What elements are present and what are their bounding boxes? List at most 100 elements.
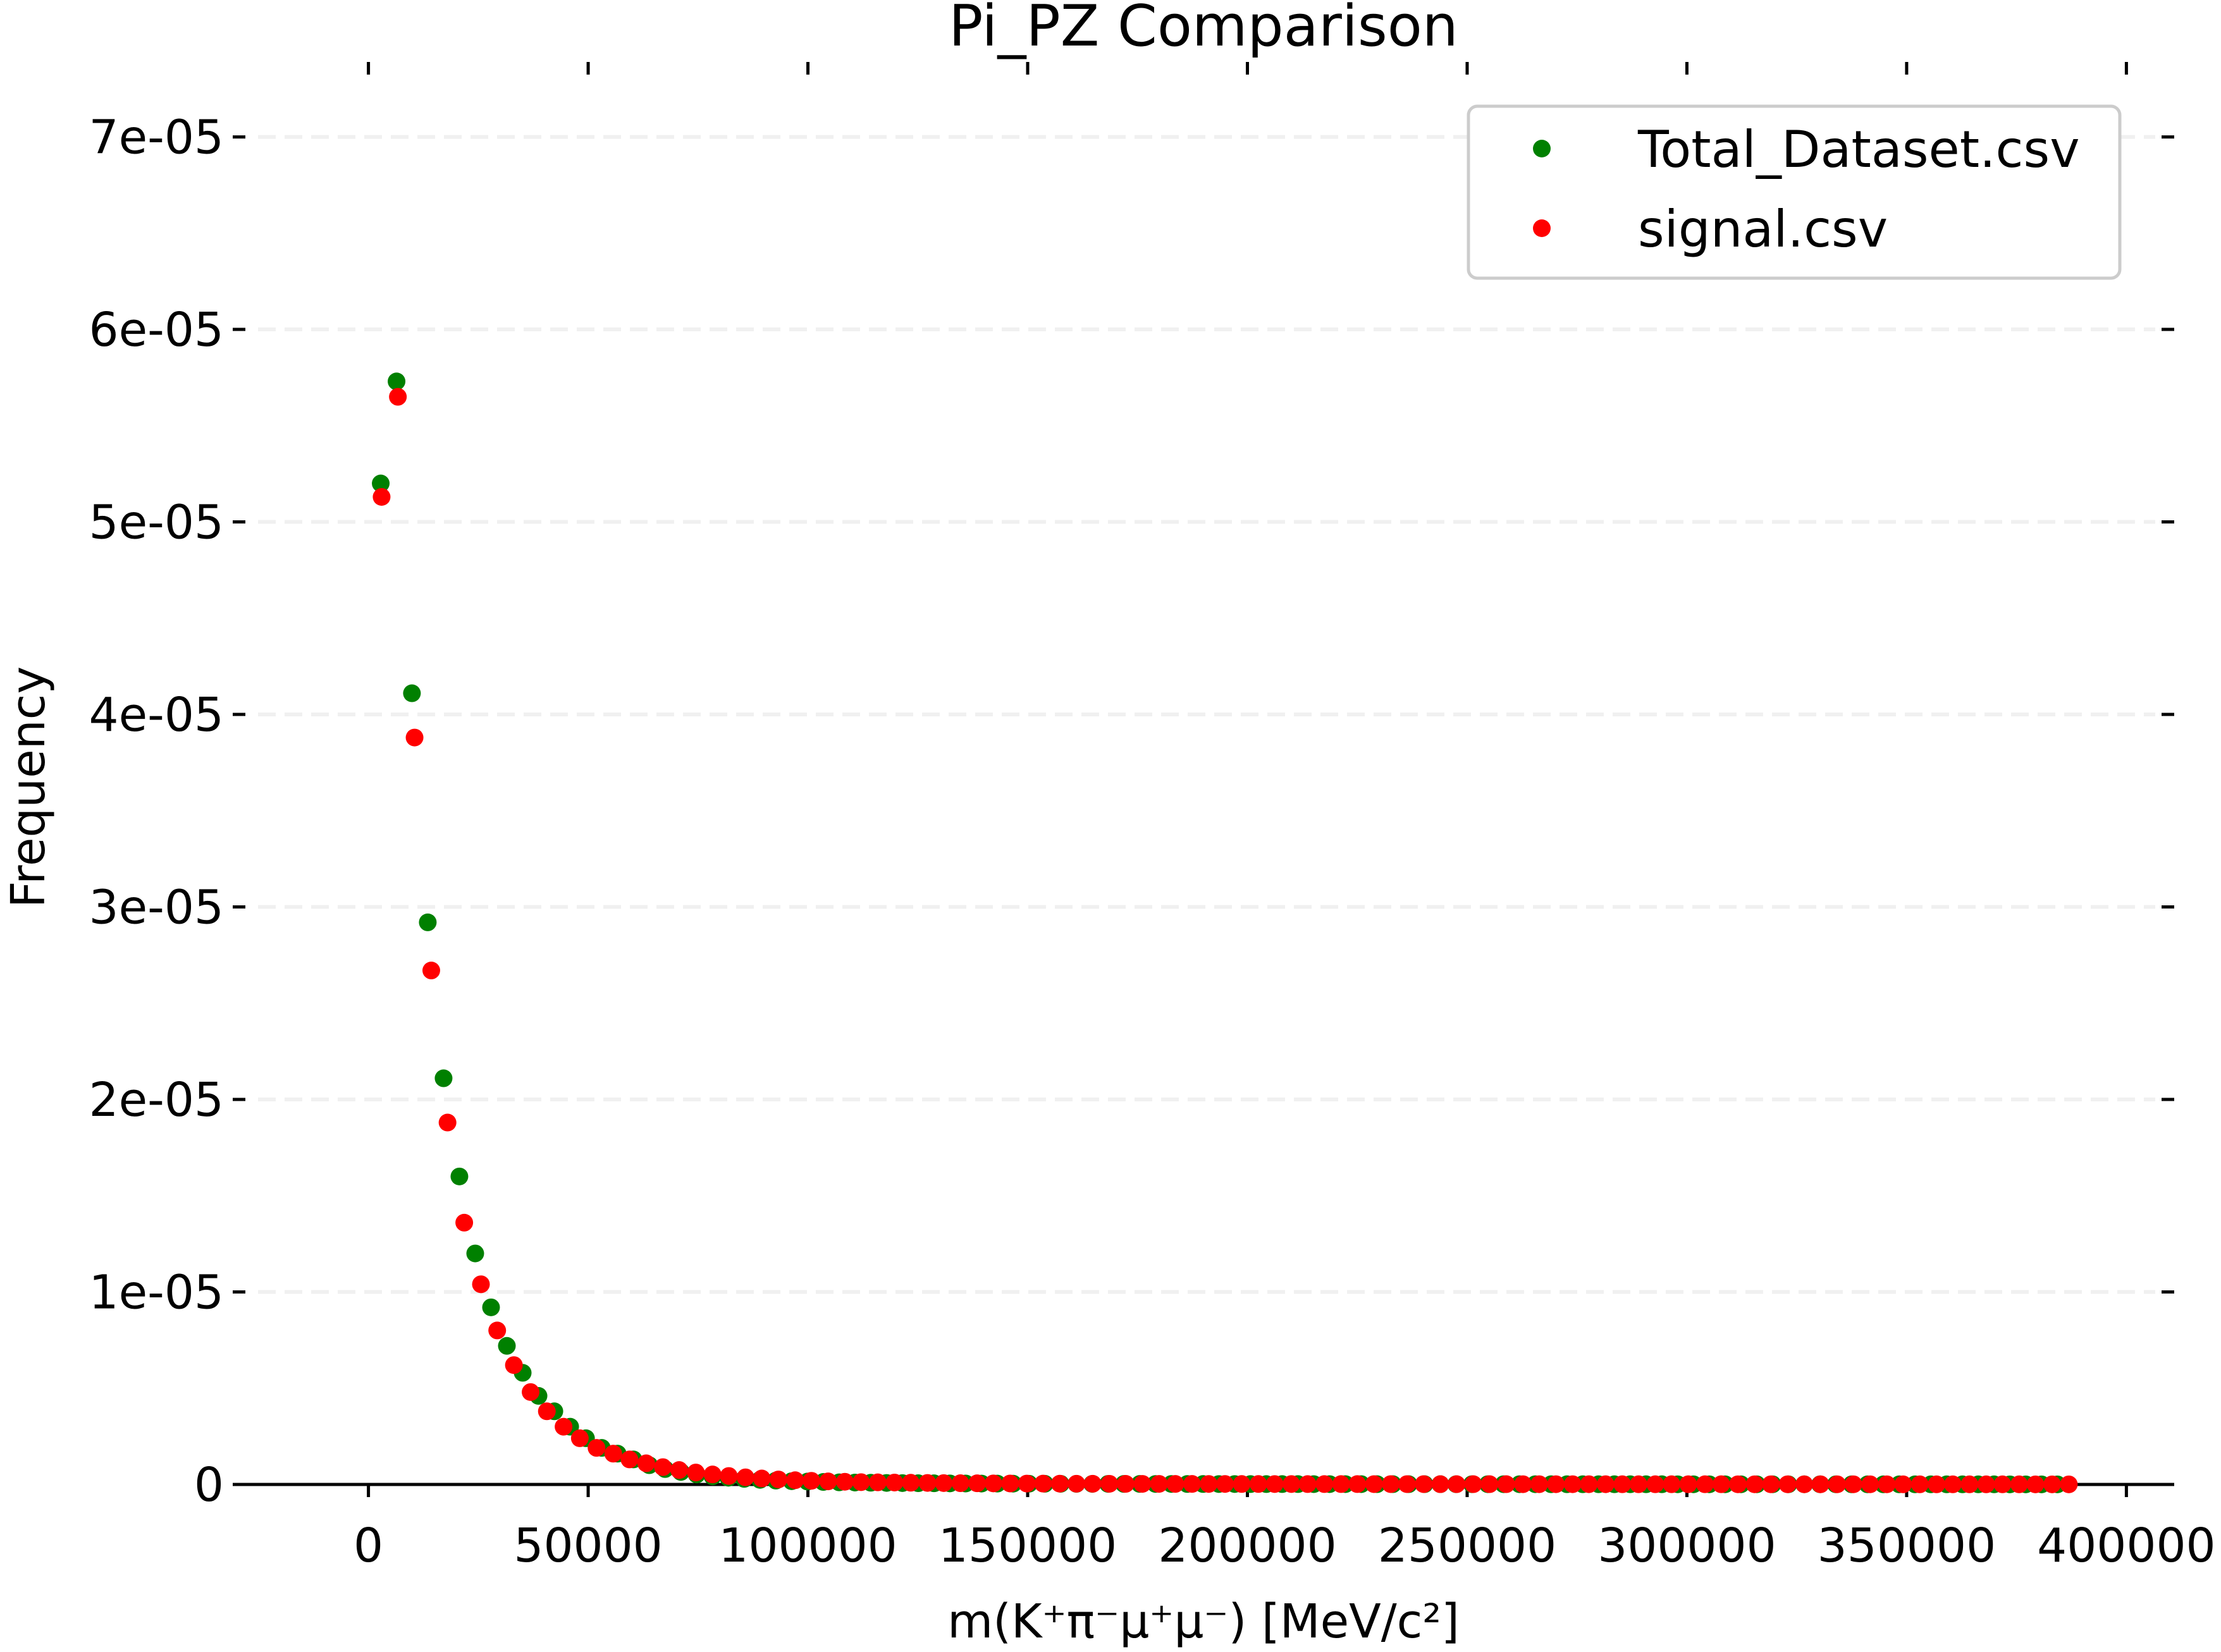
data-point [803,1472,821,1490]
data-point [769,1471,787,1489]
y-tick-label: 7e-05 [89,111,224,165]
y-tick-label: 0 [194,1458,224,1512]
data-point [703,1465,722,1484]
y-tick-label: 3e-05 [89,881,224,935]
data-point [1298,1475,1317,1493]
data-point [1943,1475,1962,1493]
data-point [1960,1475,1979,1493]
data-point [1398,1475,1416,1493]
data-point [720,1467,738,1485]
data-point [555,1417,573,1436]
data-point [852,1473,870,1491]
data-point [1894,1475,1912,1493]
x-tick-label: 300000 [1597,1519,1776,1573]
data-point [1993,1475,2012,1493]
data-point [1348,1475,1367,1493]
data-point [522,1383,540,1401]
data-point [1977,1475,1995,1493]
data-point [885,1473,904,1491]
x-tick-label: 100000 [718,1519,897,1573]
data-point [422,962,440,980]
data-point [1464,1475,1482,1493]
data-point [1745,1475,1764,1493]
x-tick-label: 50000 [514,1519,662,1573]
data-point [1695,1475,1714,1493]
data-point [918,1474,937,1492]
x-tick-label: 350000 [1818,1519,1996,1573]
data-point [2060,1475,2078,1493]
data-point [1530,1475,1548,1493]
data-point [604,1445,622,1463]
data-point [968,1474,987,1493]
data-point [1448,1475,1466,1493]
data-point [1018,1474,1036,1493]
data-point [902,1474,920,1492]
data-point [1315,1475,1334,1493]
data-point [1183,1475,1201,1493]
data-point [1249,1475,1267,1493]
legend-label-signal: signal.csv [1638,200,1888,259]
data-point [1100,1474,1119,1493]
data-point [1382,1475,1400,1493]
data-point [935,1474,953,1492]
data-point [1001,1474,1019,1493]
data-point [1200,1475,1218,1493]
series-1 [372,388,2078,1493]
data-point [1712,1475,1730,1493]
legend-marker-total-dataset [1533,140,1551,157]
data-point [472,1275,490,1294]
data-point [1580,1475,1598,1493]
data-point [2026,1475,2045,1493]
data-point [1332,1475,1350,1493]
data-point [1762,1475,1780,1493]
data-point [819,1472,837,1491]
legend-label-total-dataset: Total_Dataset.csv [1637,120,2080,179]
data-point [405,728,424,747]
chart-title: Pi_PZ Comparison [949,0,1458,59]
y-axis-label: Frequency [1,666,56,908]
data-point [1861,1475,1880,1493]
data-point [438,1113,457,1132]
data-point [389,388,407,406]
data-point [1415,1475,1433,1493]
data-point [620,1450,639,1469]
data-point [1795,1475,1814,1493]
data-point [1630,1475,1648,1493]
data-point [538,1402,556,1421]
data-point [1365,1475,1383,1493]
data-point [1265,1475,1284,1493]
data-point [372,474,390,493]
data-point [1646,1475,1664,1493]
data-point [1514,1475,1532,1493]
data-point [588,1439,606,1457]
data-point [1844,1475,1862,1493]
data-point [1166,1475,1184,1493]
data-point [951,1474,969,1493]
x-tick-label: 0 [354,1519,383,1573]
data-point [869,1473,887,1491]
data-point [482,1298,500,1316]
y-tick-label: 1e-05 [89,1266,224,1320]
data-point [1663,1475,1681,1493]
data-point [1878,1475,1896,1493]
data-point [419,913,437,931]
y-tick-label: 6e-05 [89,303,224,357]
data-point [1116,1475,1135,1493]
data-point [753,1469,771,1488]
data-point [1133,1475,1152,1493]
data-point [786,1471,804,1490]
data-point [1729,1475,1747,1493]
data-point [466,1244,484,1263]
data-point [488,1321,507,1340]
data-point [835,1472,854,1491]
data-point [1480,1475,1499,1493]
data-point [1233,1475,1251,1493]
data-point [2010,1475,2028,1493]
data-point [670,1461,688,1479]
x-tick-label: 400000 [2037,1519,2216,1573]
data-point [654,1458,672,1476]
data-point [570,1429,589,1447]
data-point [1282,1475,1300,1493]
data-point [1910,1475,1929,1493]
